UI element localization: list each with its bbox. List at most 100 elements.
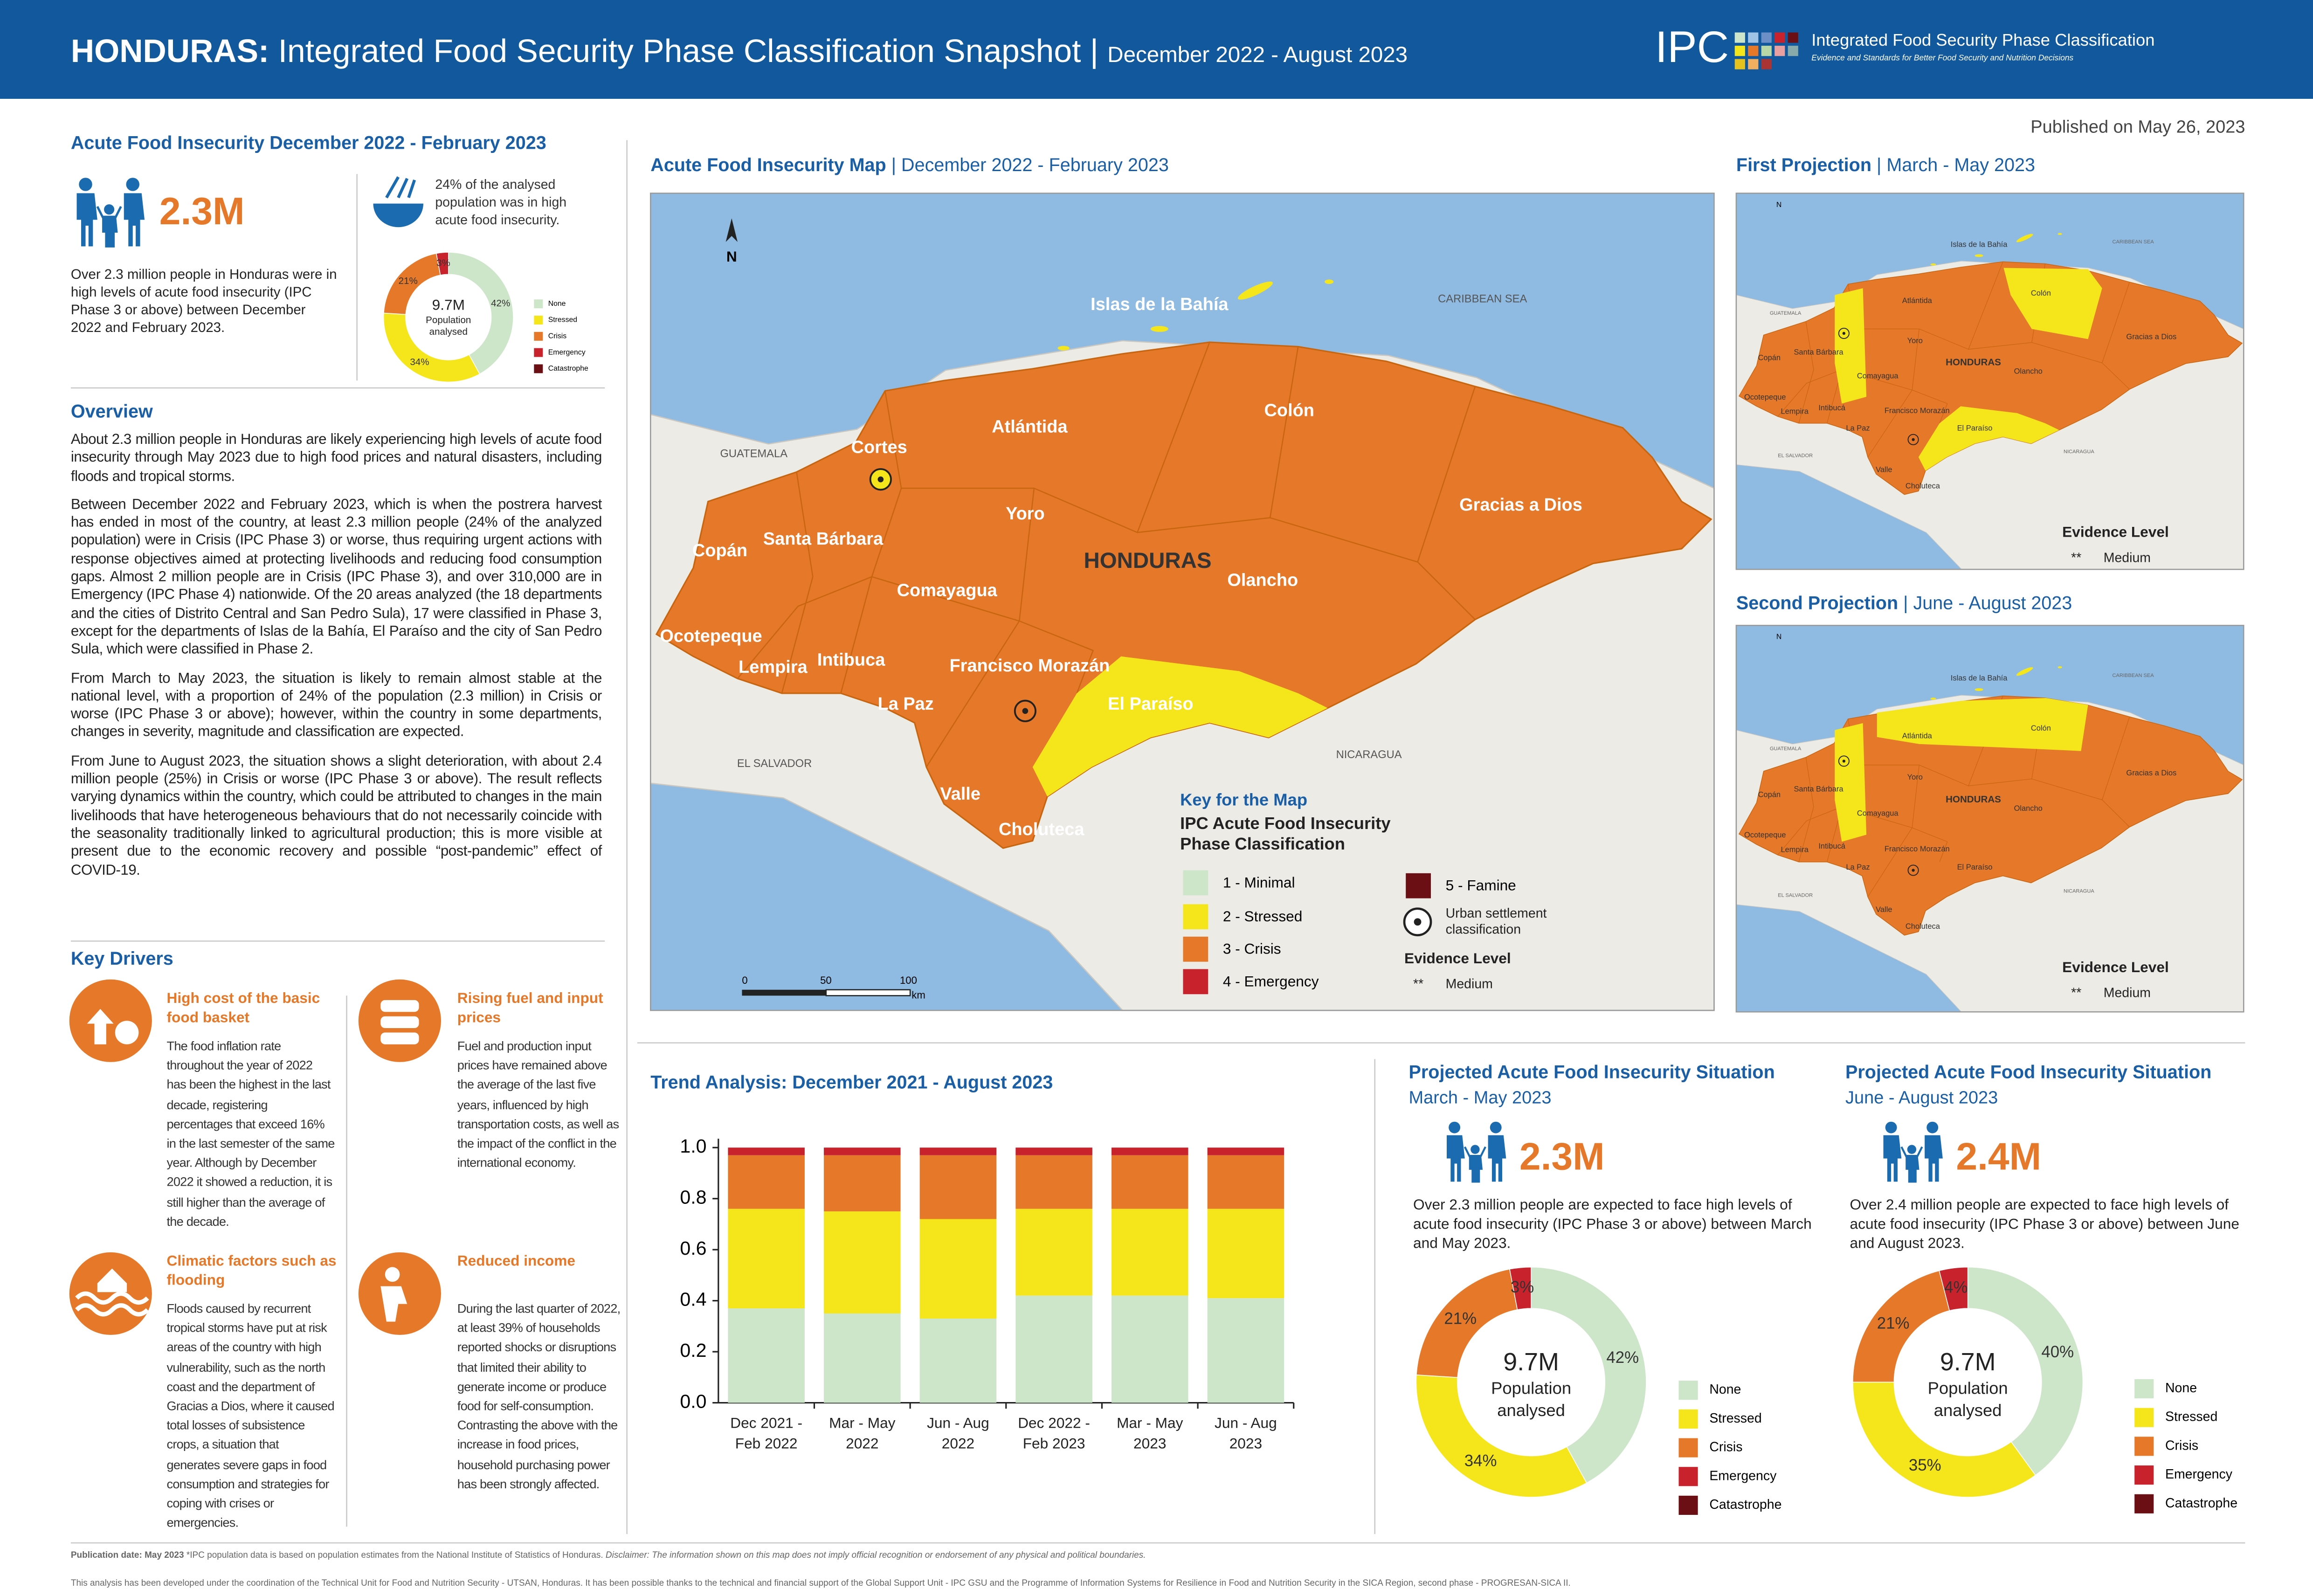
donut-center-label: Population analysed	[1491, 1381, 1572, 1420]
key-heading: Key for the Map	[1180, 792, 1308, 810]
legend-label: Crisis	[2165, 1438, 2198, 1453]
region-label: Francisco Morazán	[949, 656, 1110, 676]
region-label: Valle	[940, 784, 980, 804]
second-projection-map	[1735, 625, 2244, 1013]
first-projection-map	[1735, 193, 2244, 570]
key-swatch	[1183, 904, 1208, 930]
region-label: Ocotepeque	[1744, 393, 1786, 401]
driver-text: During the last quarter of 2022, at leas…	[457, 1301, 621, 1491]
overview-paragraph: Between December 2022 and February 2023,…	[70, 497, 602, 658]
region-label: Intibucá	[1818, 842, 1845, 850]
region-label: Santa Bárbara	[1794, 348, 1843, 357]
region-label: Lempira	[1781, 846, 1809, 854]
donut-segment	[1852, 1382, 2036, 1498]
heading-text: Acute Food Insecurity Map	[650, 155, 886, 176]
data-label: 35%	[1909, 1456, 1941, 1474]
legend-label: Catastrophe	[1709, 1497, 1781, 1512]
legend-swatch	[2134, 1437, 2154, 1456]
page-title: HONDURAS: Integrated Food Security Phase…	[71, 33, 1408, 71]
region-label: Atlántida	[1902, 297, 1933, 305]
evidence-heading: Evidence Level	[1404, 951, 1511, 968]
bar-segment	[919, 1155, 997, 1219]
region-label: Choluteca	[1906, 482, 1940, 490]
legend-swatch	[534, 299, 543, 309]
urban-label: Urban settlement classification	[1445, 905, 1547, 937]
overview-text: About 2.3 million people in Honduras are…	[71, 432, 602, 891]
country-label: EL SALVADOR	[1778, 892, 1813, 898]
region-label: Valle	[1876, 905, 1892, 914]
donut-center-label: Population analysed	[426, 316, 471, 338]
legend-label: Emergency	[2165, 1467, 2233, 1482]
overview-paragraph: From June to August 2023, the situation …	[70, 753, 602, 879]
driver-text: Fuel and production input prices have re…	[457, 1038, 619, 1170]
data-label: 4%	[1944, 1278, 1968, 1297]
region-label: Gracias a Dios	[2126, 332, 2176, 341]
region-label: Ocotepeque	[1744, 831, 1786, 839]
scale-label: 0	[742, 974, 747, 986]
region-label: Islas de la Bahía	[1091, 295, 1229, 314]
region-label: Yoro	[1006, 504, 1045, 524]
evidence-marker: **	[1413, 976, 1424, 991]
key-figure: 2.4M	[1956, 1134, 2042, 1179]
region-label: Lempira	[739, 657, 808, 677]
bar-segment	[1207, 1155, 1284, 1209]
region-label: Francisco Morazán	[1885, 845, 1950, 853]
legend-label: None	[548, 300, 566, 308]
donut-center-value: 9.7M	[1503, 1348, 1559, 1376]
title-country: HONDURAS:	[70, 32, 269, 69]
bar-segment	[1111, 1147, 1188, 1155]
footer-acknowledgement: This analysis has been developed under t…	[70, 1580, 1571, 1589]
footer-line: Publication date: May 2023 *IPC populati…	[71, 1552, 1146, 1562]
key-swatch	[1183, 936, 1208, 962]
note-text: 24% of the analysed population was in hi…	[435, 177, 567, 228]
region-label: Intibucá	[1818, 404, 1845, 412]
heading-text: Second Projection	[1736, 593, 1899, 614]
scale-label: 50	[820, 974, 832, 986]
footer-publication: Publication date: May 2023	[70, 1552, 184, 1561]
donut-center-label: Population analysed	[1927, 1381, 2008, 1420]
region-label: Gracias a Dios	[1459, 495, 1582, 515]
donut-segment	[1531, 1266, 1647, 1484]
region-label: Lempira	[1781, 407, 1809, 415]
region-label: Copán	[692, 541, 747, 560]
x-tick-label: Dec 2021 - Feb 2022	[730, 1416, 803, 1453]
published-date: Published on May 26, 2023	[2030, 116, 2245, 138]
region-label: Atlántida	[992, 417, 1068, 436]
data-label: 3%	[436, 258, 450, 269]
heading-separator: |	[891, 155, 897, 176]
region-label: Ocotepeque	[660, 627, 762, 646]
region-label: HONDURAS	[1946, 357, 2001, 368]
region-label: Olancho	[2014, 804, 2043, 813]
legend-swatch	[534, 316, 543, 325]
region-label: Colón	[2031, 289, 2051, 297]
legend-swatch	[534, 348, 543, 357]
driver-icons	[69, 979, 442, 1335]
key-figure: 2.3M	[159, 188, 245, 233]
region-label: Yoro	[1907, 773, 1923, 781]
legend-label: Stressed	[1709, 1411, 1761, 1426]
country-label: EL SALVADOR	[1778, 453, 1813, 459]
heading-separator: |	[1877, 155, 1882, 176]
donut-segment	[383, 312, 480, 383]
bar-segment	[728, 1147, 805, 1155]
data-label: 34%	[410, 357, 429, 367]
data-label: 21%	[1877, 1314, 1910, 1332]
overview-paragraph: From March to May 2023, the situation is…	[70, 670, 602, 741]
legend-swatch	[2134, 1465, 2154, 1485]
region-label: HONDURAS	[1946, 794, 2001, 805]
key-figure: 2.3M	[1519, 1134, 1605, 1179]
legend-label: Emergency	[548, 348, 586, 356]
scale-label: 100	[900, 974, 917, 986]
region-label: Copán	[1758, 353, 1781, 362]
legend-swatch	[1678, 1467, 1698, 1486]
map-heading: First Projection | March - May 2023	[1736, 155, 2035, 177]
region-label: El Paraíso	[1957, 424, 1993, 433]
title-period: December 2022 - August 2023	[1107, 42, 1408, 68]
bar-segment	[728, 1308, 805, 1403]
driver-title: Reduced income	[457, 1254, 576, 1270]
region-label: Intibuca	[817, 650, 885, 670]
logo-name: Integrated Food Security Phase Classific…	[1811, 32, 2155, 50]
section-heading: Overview	[70, 401, 153, 422]
donut-segment	[1939, 1266, 1968, 1312]
